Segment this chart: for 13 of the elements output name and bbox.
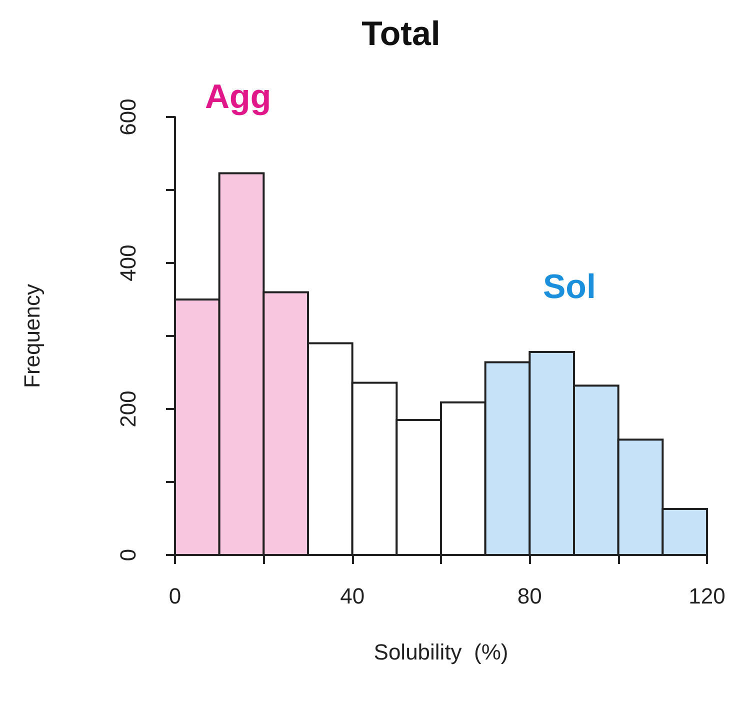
x-tick-label: 0	[168, 584, 182, 608]
x-tick-label: 80	[517, 584, 542, 608]
annotation: Sol	[543, 268, 596, 306]
x-axis-title: Solubility (%)	[374, 640, 508, 664]
y-tick-label: 600	[116, 98, 140, 136]
x-tick-label: 120	[688, 584, 726, 608]
text: Agg	[205, 78, 272, 116]
x-tick-label: 40	[340, 584, 365, 608]
y-tick-label: 200	[116, 390, 140, 428]
y-tick-label: 0	[116, 548, 140, 562]
y-axis-title: Frequency	[20, 284, 44, 388]
chart-title: Total	[362, 15, 440, 53]
y-tick-label: 400	[116, 244, 140, 282]
